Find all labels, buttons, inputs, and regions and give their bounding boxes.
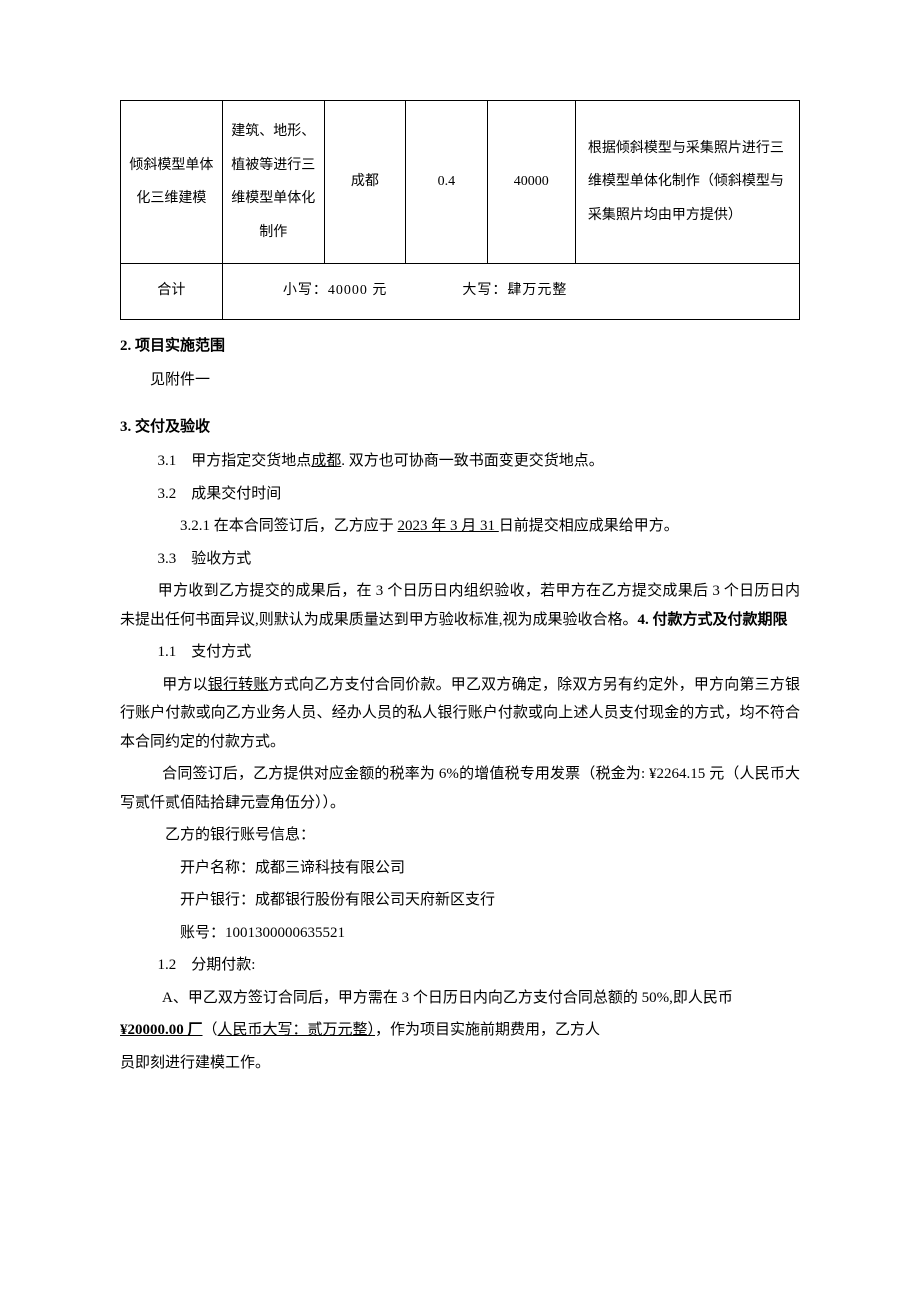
- cell-city: 成都: [324, 101, 405, 264]
- bank-account: 账号：1001300000635521: [120, 919, 800, 948]
- cell-qty: 0.4: [406, 101, 487, 264]
- section-3-title: 3. 交付及验收: [120, 413, 800, 442]
- inst-u1: ¥20000.00 厂: [120, 1022, 203, 1038]
- item-3-2-1: 3.2.1 在本合同签订后，乙方应于 2023 年 3 月 31 日前提交相应成…: [120, 512, 800, 541]
- cell-note: 根据倾斜模型与采集照片进行三维模型单体化制作（倾斜模型与采集照片均由甲方提供）: [575, 101, 799, 264]
- cell-item: 倾斜模型单体化三维建模: [121, 101, 223, 264]
- item-3-2-1-b: 日前提交相应成果给甲方。: [499, 518, 679, 534]
- inst-a-text: A、甲乙双方签订合同后，甲方需在 3 个日历日内向乙方支付合同总额的 50%,即…: [162, 990, 733, 1006]
- installment-a3: 员即刻进行建模工作。: [120, 1049, 800, 1078]
- item-3-3-body-wrap: 甲方收到乙方提交的成果后，在 3 个日历日内组织验收，若甲方在乙方提交成果后 3…: [120, 577, 800, 634]
- cell-price: 40000: [487, 101, 575, 264]
- pay-p1-a: 甲方以: [162, 677, 208, 693]
- pricing-table: 倾斜模型单体化三维建模 建筑、地形、植被等进行三维模型单体化制作 成都 0.4 …: [120, 100, 800, 320]
- item-3-1-u: 成都: [311, 453, 341, 469]
- bank-info-label: 乙方的银行账号信息：: [120, 821, 800, 850]
- inst-mid: （: [203, 1022, 218, 1038]
- item-3-1-b: . 双方也可协商一致书面变更交货地点。: [341, 453, 604, 469]
- installment-a: A、甲乙双方签订合同后，甲方需在 3 个日历日内向乙方支付合同总额的 50%,即…: [120, 984, 800, 1013]
- item-3-2-1-a: 3.2.1 在本合同签订后，乙方应于: [180, 518, 398, 534]
- bank-name: 开户名称：成都三谛科技有限公司: [120, 854, 800, 883]
- pay-p1-u: 银行转账: [208, 677, 269, 693]
- item-3-1-a: 3.1 甲方指定交货地点: [158, 453, 312, 469]
- total-label: 合计: [121, 264, 223, 320]
- section-2-body: 见附件一: [120, 366, 800, 395]
- inst-b: ，作为项目实施前期费用，乙方人: [375, 1022, 600, 1038]
- pay-method-para: 甲方以银行转账方式向乙方支付合同价款。甲乙双方确定，除双方另有约定外，甲方向第三…: [120, 671, 800, 757]
- item-3-2: 3.2 成果交付时间: [120, 480, 800, 509]
- inst-u2: 人民币大写：贰万元整）: [218, 1022, 376, 1038]
- table-row: 倾斜模型单体化三维建模 建筑、地形、植被等进行三维模型单体化制作 成都 0.4 …: [121, 101, 800, 264]
- bank-branch: 开户银行：成都银行股份有限公司天府新区支行: [120, 886, 800, 915]
- invoice-text: 合同签订后，乙方提供对应金额的税率为 6%的增值税专用发票（税金为: ¥2264…: [120, 766, 800, 811]
- installment-a2: ¥20000.00 厂（人民币大写：贰万元整），作为项目实施前期费用，乙方人: [120, 1016, 800, 1045]
- invoice-para: 合同签订后，乙方提供对应金额的税率为 6%的增值税专用发票（税金为: ¥2264…: [120, 760, 800, 817]
- item-3-3: 3.3 验收方式: [120, 545, 800, 574]
- cell-desc: 建筑、地形、植被等进行三维模型单体化制作: [222, 101, 324, 264]
- item-3-2-1-u: 2023 年 3 月 31: [398, 518, 499, 534]
- table-total-row: 合计 小写：40000 元 大写：肆万元整: [121, 264, 800, 320]
- section-2-title: 2. 项目实施范围: [120, 332, 800, 361]
- total-text: 小写：40000 元 大写：肆万元整: [222, 264, 799, 320]
- item-3-1: 3.1 甲方指定交货地点成都. 双方也可协商一致书面变更交货地点。: [120, 447, 800, 476]
- item-1-2: 1.2 分期付款:: [120, 951, 800, 980]
- item-1-1: 1.1 支付方式: [120, 638, 800, 667]
- section-4-title: 4. 付款方式及付款期限: [638, 612, 788, 628]
